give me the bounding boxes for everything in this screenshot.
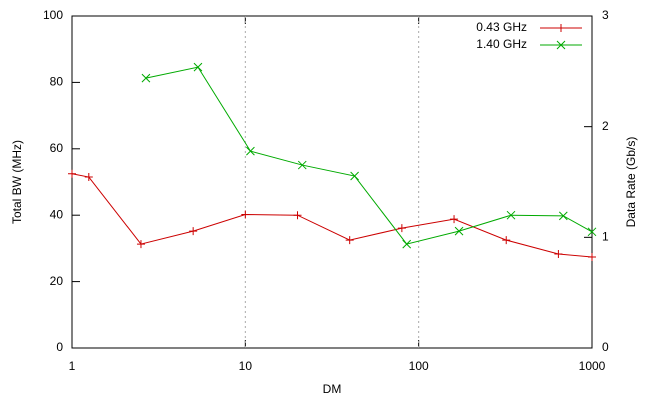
marker — [293, 211, 302, 220]
marker — [193, 62, 203, 72]
y-axis-label: Total BW (MHz) — [10, 140, 24, 224]
plot-frame — [71, 15, 593, 349]
x-tick-label: 10 — [239, 359, 253, 373]
marker — [136, 240, 145, 249]
marker — [397, 224, 406, 233]
line — [145, 66, 593, 245]
marker — [241, 210, 250, 219]
marker — [450, 215, 459, 224]
marker — [246, 146, 255, 156]
y-tick-label: 80 — [50, 75, 64, 89]
marker — [556, 40, 566, 50]
y-tick-label: 20 — [50, 274, 64, 288]
y2-axis-label: Data Rate (Gb/s) — [624, 137, 638, 228]
marker — [141, 73, 151, 83]
legend-label: 1.40 GHz — [476, 37, 527, 51]
marker — [454, 226, 464, 236]
marker — [588, 253, 596, 262]
marker — [558, 211, 568, 221]
y2-tick-label: 3 — [602, 8, 609, 22]
marker — [554, 250, 563, 259]
x-axis-label: DM — [323, 382, 342, 396]
y2-tick-label: 2 — [602, 119, 609, 133]
y-tick-label: 60 — [50, 141, 64, 155]
marker — [68, 169, 76, 178]
y2-tick-label: 1 — [602, 230, 609, 244]
x-tick-label: 1 — [69, 359, 76, 373]
marker — [557, 24, 565, 32]
line — [71, 173, 593, 258]
marker — [350, 171, 359, 181]
y-tick-label: 40 — [50, 207, 64, 221]
y2-tick-label: 0 — [602, 340, 609, 354]
marker — [345, 236, 354, 245]
x-tick-label: 1000 — [579, 359, 606, 373]
marker — [587, 227, 597, 237]
marker — [506, 210, 516, 220]
marker — [189, 227, 198, 236]
marker — [402, 239, 412, 249]
y-tick-label: 100 — [43, 8, 63, 22]
marker — [502, 236, 511, 245]
x-tick-label: 100 — [409, 359, 429, 373]
y-tick-label: 0 — [56, 340, 63, 354]
marker — [297, 160, 307, 170]
marker — [84, 173, 93, 182]
legend-label: 0.43 GHz — [476, 20, 527, 34]
